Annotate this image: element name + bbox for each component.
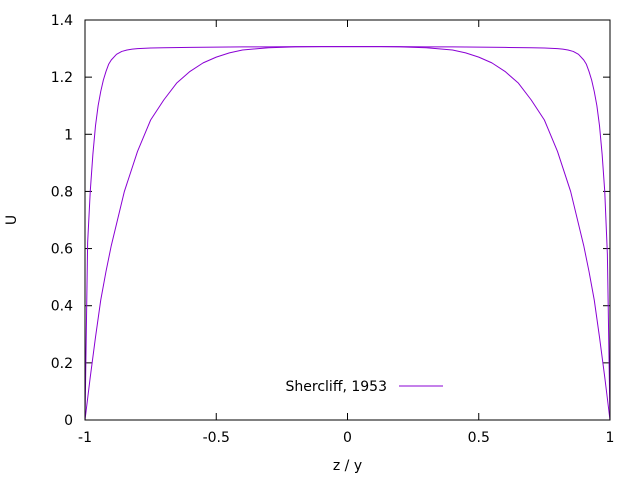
y-tick-label: 0.8 — [51, 184, 73, 200]
y-tick-label: 1.2 — [51, 70, 73, 86]
y-tick-label: 1.4 — [51, 13, 73, 29]
y-tick-labels: 0 0.2 0.4 0.6 0.8 1 1.2 1.4 — [51, 13, 73, 429]
y-tick-label: 0 — [64, 413, 73, 429]
series-line-1 — [84, 46, 611, 421]
y-tick-label: 0.6 — [51, 242, 73, 258]
legend-label: Shercliff, 1953 — [286, 379, 387, 395]
y-tick-label: 0.2 — [51, 356, 73, 372]
plot-frame — [84, 19, 611, 421]
x-axis-label: z / y — [333, 458, 362, 474]
legend: Shercliff, 1953 — [286, 379, 443, 395]
y-tick-label: 1 — [64, 127, 73, 143]
curves — [84, 46, 611, 421]
y-axis-label: U — [4, 215, 20, 225]
x-tick-label: -1 — [78, 430, 92, 446]
x-tick-label: 0.5 — [468, 430, 490, 446]
x-tick-label: 1 — [606, 430, 615, 446]
series-line-2 — [84, 46, 611, 421]
x-tick-label: -0.5 — [203, 430, 230, 446]
y-tick-label: 0.4 — [51, 299, 73, 315]
x-tick-labels: -1 -0.5 0 0.5 1 — [78, 430, 614, 446]
axis-ticks — [84, 19, 611, 421]
x-tick-label: 0 — [343, 430, 352, 446]
